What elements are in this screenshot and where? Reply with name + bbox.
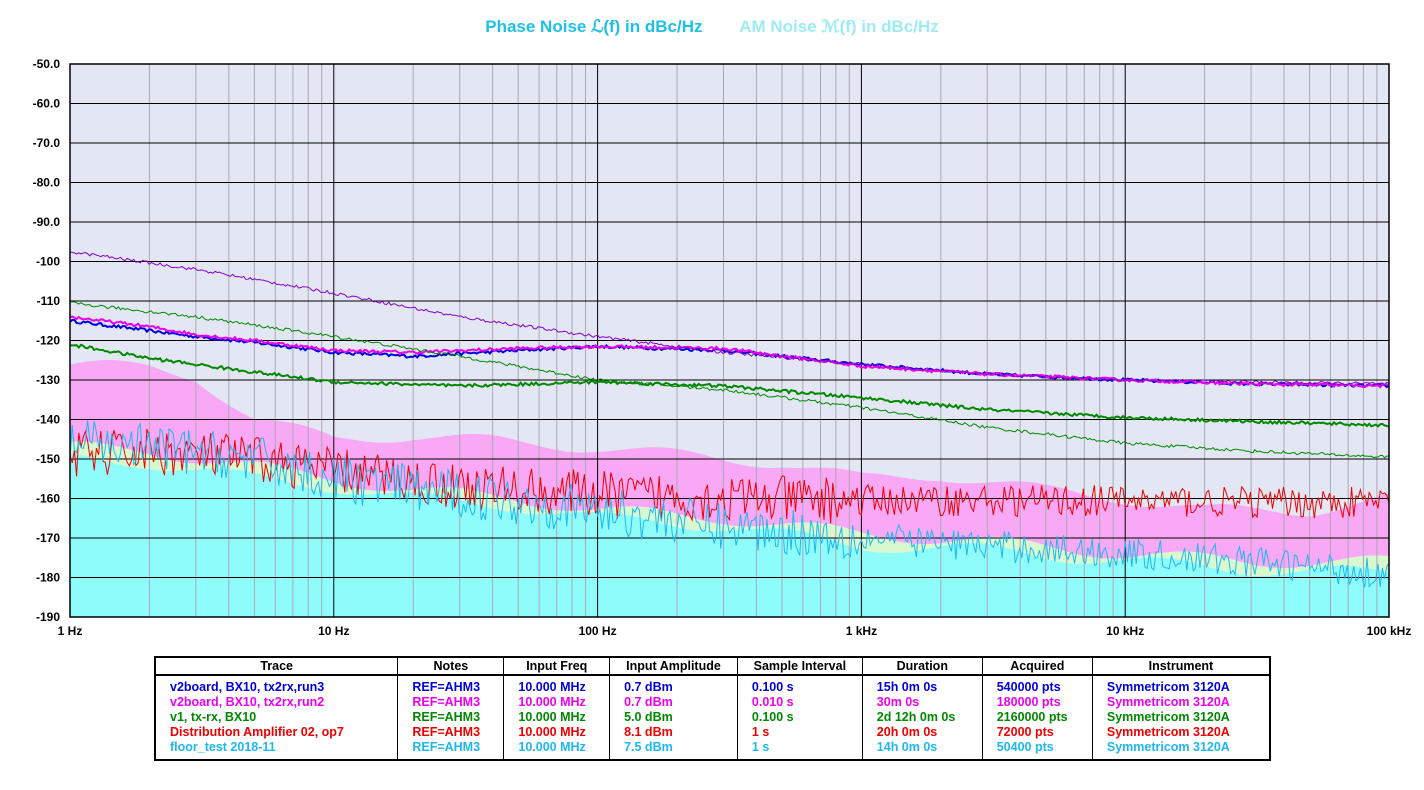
y-tick-label: -60.0: [33, 97, 61, 111]
series-line-4: [69, 343, 1390, 428]
legend-header-row: Trace Notes Input Freq Input Amplitude S…: [154, 656, 1271, 676]
legend-cell-acquired: 540000 pts: [981, 675, 1093, 695]
x-tick-label: 1 Hz: [58, 624, 83, 638]
legend-cell-interval: 0.010 s: [736, 695, 863, 710]
y-tick-label: -50.0: [33, 57, 61, 71]
legend-cell-freq: 10.000 MHz: [503, 695, 611, 710]
legend-cell-acquired: 50400 pts: [981, 740, 1093, 760]
legend-cell-acquired: 72000 pts: [981, 725, 1093, 740]
legend-cell-acquired: 180000 pts: [981, 695, 1093, 710]
legend-header-input-freq: Input Freq: [503, 656, 611, 676]
legend-cell-instrument: Symmetricom 3120A: [1091, 725, 1271, 740]
x-tick-label: 10 Hz: [318, 624, 349, 638]
legend-cell-trace: v2board, BX10, tx2rx,run2: [154, 695, 399, 710]
y-tick-label: -120: [36, 334, 60, 348]
phase-noise-title: Phase Noise ℒ(f) in dBc/Hz: [485, 17, 703, 36]
legend-cell-amp: 5.0 dBm: [609, 710, 738, 725]
legend-cell-duration: 15h 0m 0s: [861, 675, 983, 695]
legend-cell-notes: REF=AHM3: [397, 675, 505, 695]
chart-titles: Phase Noise ℒ(f) in dBc/Hz AM Noise ℳ(f)…: [0, 17, 1424, 37]
series-line-3: [69, 301, 1390, 459]
x-tick-label: 100 kHz: [1367, 624, 1412, 638]
legend-cell-freq: 10.000 MHz: [503, 675, 611, 695]
legend-cell-freq: 10.000 MHz: [503, 710, 611, 725]
legend-cell-interval: 1 s: [736, 740, 863, 760]
legend-header-notes: Notes: [397, 656, 505, 676]
y-tick-label: -190: [36, 610, 60, 624]
legend-header-duration: Duration: [861, 656, 983, 676]
legend-header-input-amplitude: Input Amplitude: [609, 656, 738, 676]
legend-cell-trace: Distribution Amplifier 02, op7: [154, 725, 399, 740]
legend-row: v2board, BX10, tx2rx,run3 REF=AHM3 10.000 …: [154, 675, 1271, 695]
y-tick-label: -180: [36, 571, 60, 585]
legend-cell-notes: REF=AHM3: [397, 740, 505, 760]
phase-noise-plot: -50.0 -60.0 -70.0 -80.0 -90.0 -100 -110 -120 -13…: [33, 57, 1412, 638]
x-tick-label: 10 kHz: [1106, 624, 1144, 638]
series-line-6: [69, 420, 1390, 588]
legend-header-sample-interval: Sample Interval: [736, 656, 863, 676]
legend-cell-interval: 1 s: [736, 725, 863, 740]
legend-cell-duration: 30m 0s: [861, 695, 983, 710]
legend-cell-duration: 2d 12h 0m 0s: [861, 710, 983, 725]
legend-cell-duration: 20h 0m 0s: [861, 725, 983, 740]
y-tick-label: -90.0: [33, 215, 61, 229]
legend-row: v2board, BX10, tx2rx,run2 REF=AHM3 10.000 …: [154, 695, 1271, 710]
legend-cell-amp: 8.1 dBm: [609, 725, 738, 740]
am-noise-title: AM Noise ℳ(f) in dBc/Hz: [739, 17, 939, 36]
legend-cell-amp: 0.7 dBm: [609, 675, 738, 695]
legend-cell-interval: 0.100 s: [736, 675, 863, 695]
legend-cell-instrument: Symmetricom 3120A: [1091, 710, 1271, 725]
y-tick-label: -130: [36, 373, 60, 387]
legend-header-trace: Trace: [154, 656, 399, 676]
legend-cell-amp: 7.5 dBm: [609, 740, 738, 760]
legend-cell-freq: 10.000 MHz: [503, 725, 611, 740]
y-tick-label: -170: [36, 531, 60, 545]
legend-row: Distribution Amplifier 02, op7 REF=AHM3 10…: [154, 725, 1271, 740]
legend-cell-amp: 0.7 dBm: [609, 695, 738, 710]
y-tick-label: -80.0: [33, 176, 61, 190]
y-tick-label: -150: [36, 452, 60, 466]
legend-cell-instrument: Symmetricom 3120A: [1091, 740, 1271, 760]
y-tick-label: -140: [36, 413, 60, 427]
legend-cell-notes: REF=AHM3: [397, 695, 505, 710]
legend-row: v1, tx-rx, BX10 REF=AHM3 10.000 MHz 5.0 dBm…: [154, 710, 1271, 725]
legend-cell-instrument: Symmetricom 3120A: [1091, 675, 1271, 695]
legend-cell-acquired: 2160000 pts: [981, 710, 1093, 725]
legend-cell-instrument: Symmetricom 3120A: [1091, 695, 1271, 710]
x-tick-label: 100 Hz: [579, 624, 617, 638]
series-line-2: [69, 251, 1390, 386]
legend-cell-notes: REF=AHM3: [397, 710, 505, 725]
legend-cell-freq: 10.000 MHz: [503, 740, 611, 760]
legend-cell-trace: v1, tx-rx, BX10: [154, 710, 399, 725]
y-tick-label: -160: [36, 492, 60, 506]
trace-legend-table: Trace Notes Input Freq Input Amplitude S…: [154, 656, 1271, 761]
legend-row: floor_test 2018-11 REF=AHM3 10.000 MHz 7.5 …: [154, 740, 1271, 760]
plot-frame: [69, 63, 1390, 618]
y-tick-label: -70.0: [33, 136, 61, 150]
legend-cell-trace: v2board, BX10, tx2rx,run3: [154, 675, 399, 695]
legend-cell-notes: REF=AHM3: [397, 725, 505, 740]
legend-cell-trace: floor_test 2018-11: [154, 740, 399, 760]
y-tick-label: -100: [36, 255, 60, 269]
legend-cell-duration: 14h 0m 0s: [861, 740, 983, 760]
legend-header-instrument: Instrument: [1091, 656, 1271, 676]
series-line-1: [69, 315, 1390, 389]
legend-cell-interval: 0.100 s: [736, 710, 863, 725]
x-tick-label: 1 kHz: [846, 624, 877, 638]
y-tick-label: -110: [37, 294, 61, 308]
legend-header-acquired: Acquired: [981, 656, 1093, 676]
